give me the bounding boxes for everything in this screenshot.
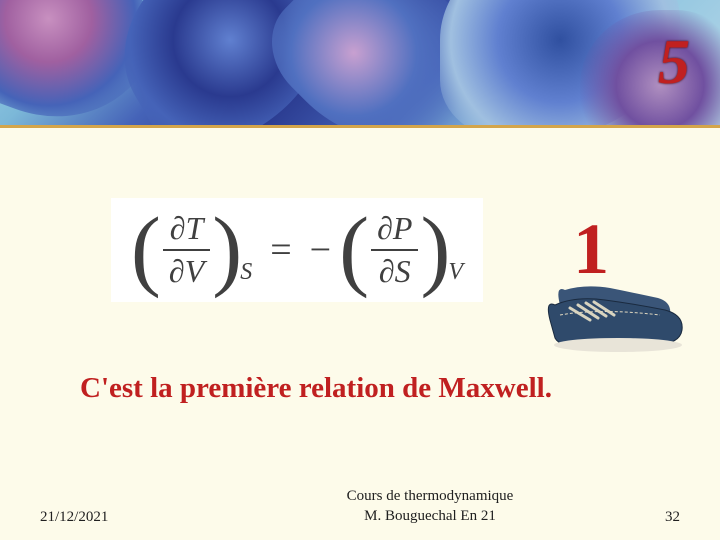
footer-date: 21/12/2021 bbox=[40, 509, 240, 526]
equation-box: ( ∂T ∂V ) S = − ( ∂P bbox=[111, 198, 483, 302]
subscript-S: S bbox=[240, 259, 252, 286]
maxwell-equation: ( ∂T ∂V ) S = − ( ∂P bbox=[131, 210, 463, 290]
course-line-1: Cours de thermodynamique bbox=[240, 487, 620, 507]
var-S: S bbox=[395, 253, 411, 289]
partial-symbol: ∂ bbox=[377, 210, 393, 246]
lhs-group: ( ∂T ∂V ) S bbox=[131, 210, 252, 290]
var-T: T bbox=[186, 210, 204, 246]
banner-fractal: 5 bbox=[0, 0, 720, 128]
left-paren: ( bbox=[339, 214, 369, 286]
var-V: V bbox=[185, 253, 205, 289]
minus-sign: − bbox=[310, 228, 331, 272]
lhs-fraction: ∂T ∂V bbox=[163, 210, 210, 290]
footer-page-number: 32 bbox=[620, 509, 680, 526]
fraction-bar bbox=[163, 249, 210, 251]
shoe-icon bbox=[540, 260, 690, 355]
footer: 21/12/2021 Cours de thermodynamique M. B… bbox=[0, 487, 720, 526]
right-paren: ) bbox=[212, 214, 242, 286]
right-paren: ) bbox=[420, 214, 450, 286]
var-P: P bbox=[393, 210, 413, 246]
footer-course: Cours de thermodynamique M. Bouguechal E… bbox=[240, 487, 620, 526]
subscript-V: V bbox=[448, 259, 463, 286]
fraction-bar bbox=[371, 249, 418, 251]
equals-sign: = bbox=[270, 228, 291, 272]
slide-number: 5 bbox=[658, 25, 690, 99]
rhs-group: ( ∂P ∂S ) V bbox=[339, 210, 463, 290]
partial-symbol: ∂ bbox=[170, 210, 186, 246]
partial-symbol: ∂ bbox=[169, 253, 185, 289]
partial-symbol: ∂ bbox=[379, 253, 395, 289]
caption-text: C'est la première relation de Maxwell. bbox=[60, 372, 660, 405]
left-paren: ( bbox=[131, 214, 161, 286]
course-line-2: M. Bouguechal En 21 bbox=[240, 507, 620, 527]
rhs-fraction: ∂P ∂S bbox=[371, 210, 418, 290]
